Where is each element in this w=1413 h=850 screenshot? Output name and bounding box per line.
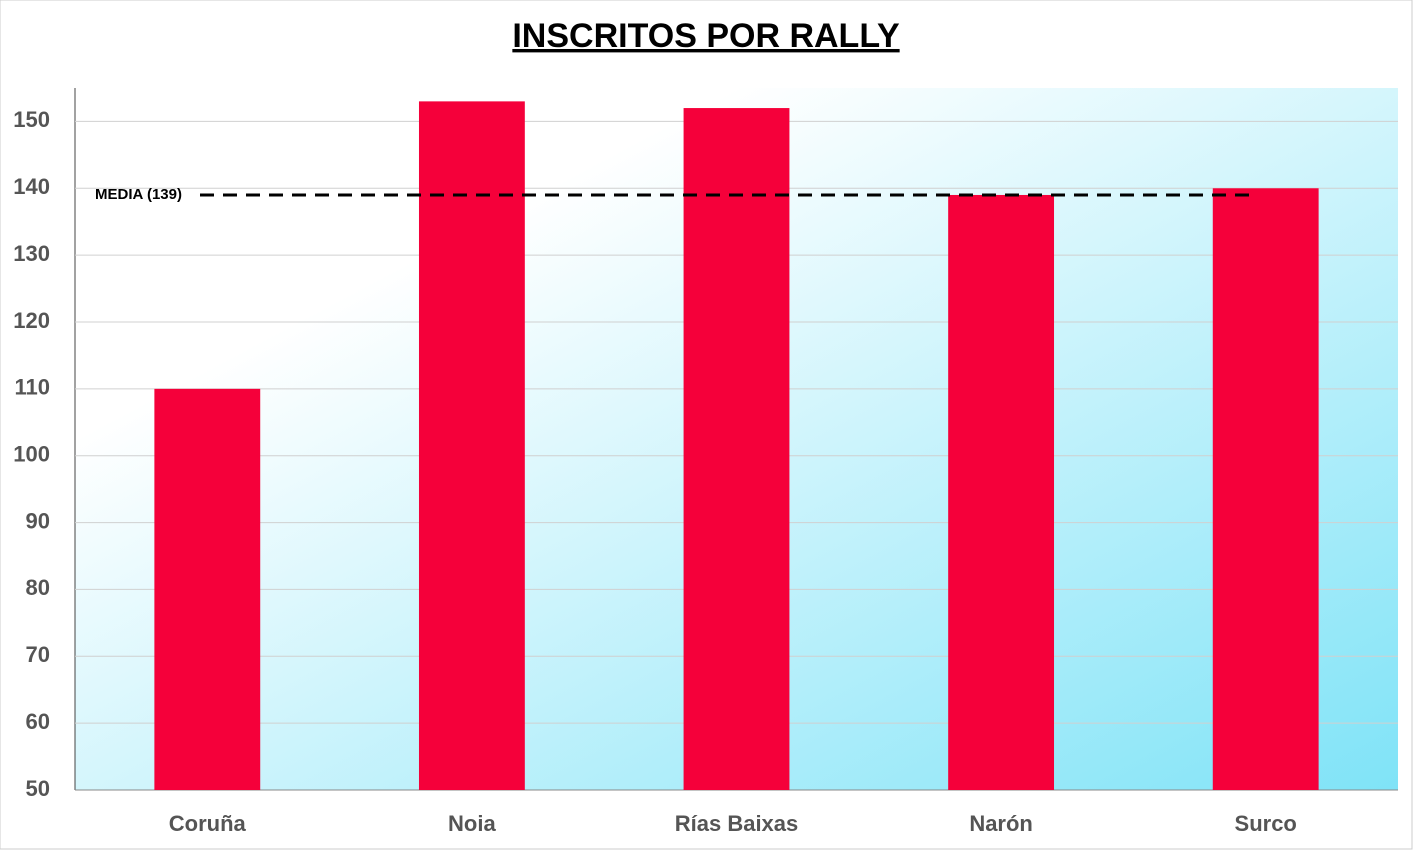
x-tick-label: Rías Baixas: [675, 811, 799, 836]
y-tick-label: 60: [26, 709, 50, 734]
y-tick-label: 100: [13, 442, 50, 467]
y-tick-label: 90: [26, 508, 50, 533]
x-tick-label: Noia: [448, 811, 496, 836]
y-tick-label: 150: [13, 107, 50, 132]
y-tick-label: 50: [26, 776, 50, 801]
y-tick-label: 120: [13, 308, 50, 333]
x-tick-label: Surco: [1235, 811, 1297, 836]
bar: [154, 388, 261, 790]
y-tick-label: 140: [13, 174, 50, 199]
bar: [948, 194, 1055, 790]
y-tick-label: 110: [15, 375, 51, 400]
reference-label: MEDIA (139): [95, 186, 182, 203]
bar: [418, 101, 525, 790]
y-tick-label: 130: [13, 241, 50, 266]
bar: [683, 108, 790, 791]
y-tick-label: 70: [26, 642, 50, 667]
bar: [1212, 188, 1319, 791]
y-tick-label: 80: [26, 575, 50, 600]
x-tick-label: Narón: [969, 811, 1033, 836]
x-tick-label: Coruña: [169, 811, 247, 836]
chart-title: INSCRITOS POR RALLY: [512, 17, 900, 55]
